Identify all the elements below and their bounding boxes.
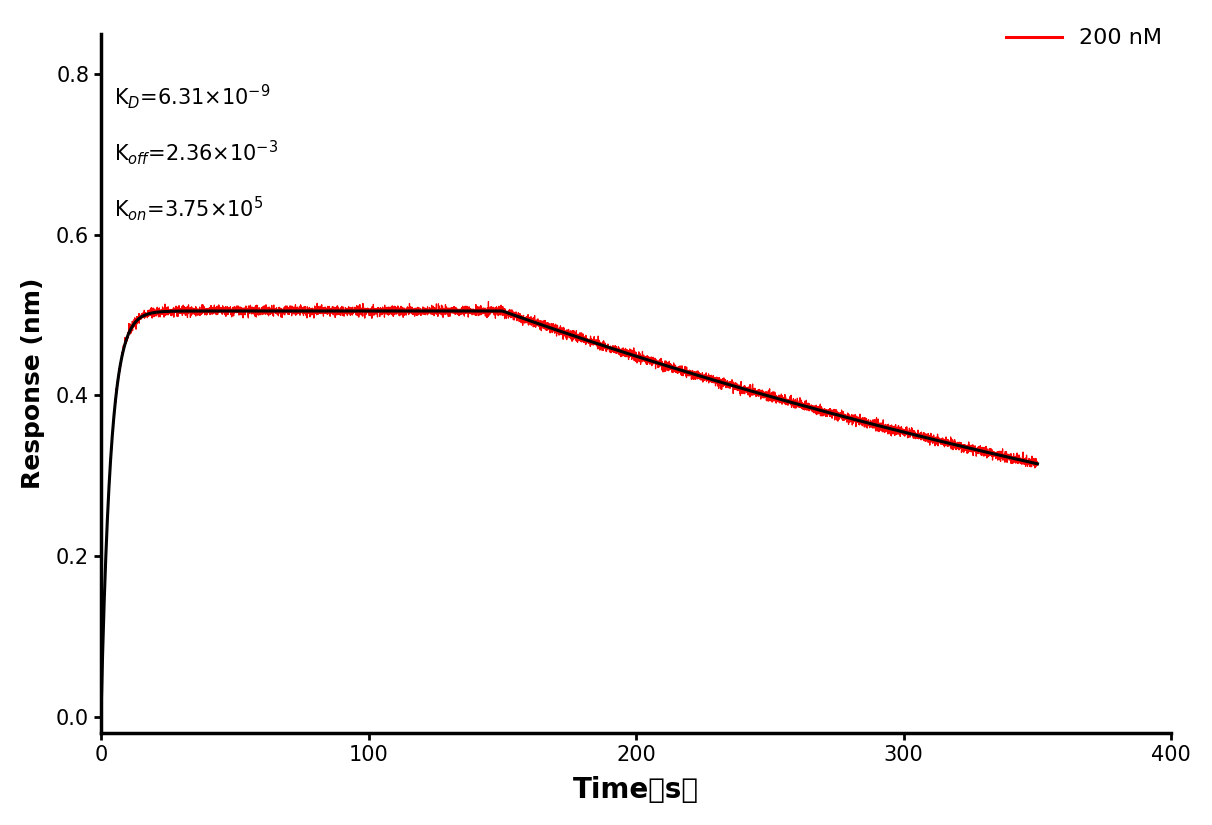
200 nM xyxy=(93,712,108,722)
200 nM xyxy=(727,384,742,394)
Text: K$_{off}$=2.36×10$^{-3}$: K$_{off}$=2.36×10$^{-3}$ xyxy=(114,138,279,167)
200 nM xyxy=(1030,458,1045,468)
Text: K$_D$=6.31×10$^{-9}$: K$_D$=6.31×10$^{-9}$ xyxy=(114,82,270,111)
200 nM xyxy=(467,309,481,319)
Y-axis label: Response (nm): Response (nm) xyxy=(21,278,45,489)
Line: 200 nM: 200 nM xyxy=(101,301,1037,717)
200 nM xyxy=(481,296,496,306)
200 nM xyxy=(548,328,562,338)
200 nM xyxy=(143,309,158,318)
X-axis label: Time（s）: Time（s） xyxy=(573,776,699,804)
Legend: 200 nM: 200 nM xyxy=(997,20,1171,57)
Text: K$_{on}$=3.75×10$^{5}$: K$_{on}$=3.75×10$^{5}$ xyxy=(114,195,264,224)
200 nM xyxy=(339,305,354,315)
200 nM xyxy=(447,308,462,318)
